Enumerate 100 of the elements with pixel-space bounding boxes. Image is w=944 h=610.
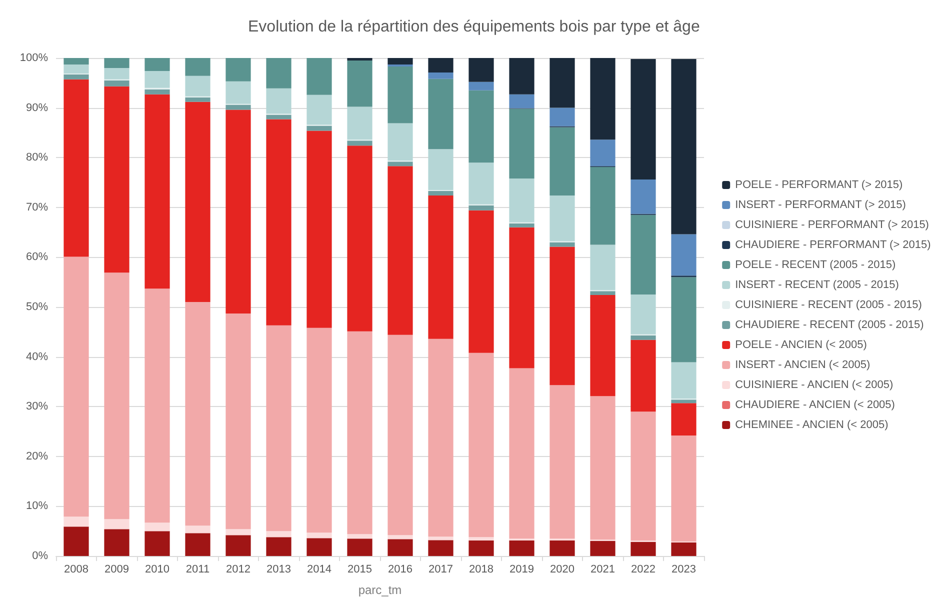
bar — [630, 335, 656, 340]
legend-label: POELE - PERFORMANT (> 2015) — [735, 179, 903, 191]
bar — [64, 79, 89, 257]
x-tick-label: 2008 — [64, 564, 88, 576]
bar — [266, 58, 292, 88]
bar — [64, 256, 89, 517]
bar — [347, 331, 372, 534]
x-tick-label: 2018 — [469, 564, 494, 576]
bar — [468, 210, 494, 353]
x-tick-label: 2013 — [266, 564, 291, 576]
x-tick-label: 2016 — [388, 564, 412, 576]
bar — [388, 539, 413, 556]
bar — [306, 58, 332, 95]
bar — [226, 104, 251, 110]
bar — [509, 223, 534, 228]
legend-label: INSERT - ANCIEN (< 2005) — [735, 359, 870, 371]
y-tick-label: 80% — [26, 152, 48, 164]
bar — [590, 244, 616, 290]
x-tick-label: 2011 — [186, 564, 210, 576]
bar — [104, 86, 130, 273]
x-tick-label: 2010 — [145, 564, 170, 576]
bar — [550, 246, 575, 386]
bar — [671, 58, 696, 234]
y-tick-label: 40% — [26, 350, 48, 363]
bar — [671, 542, 696, 556]
bar — [104, 58, 130, 68]
x-tick-label: 2022 — [631, 564, 656, 576]
bar — [388, 166, 413, 335]
bar — [671, 403, 696, 436]
bar — [104, 272, 130, 520]
chart-title: Evolution de la répartition des équipements bois par type et âge — [248, 18, 700, 36]
legend-label: CUISINIERE - ANCIEN (< 2005) — [735, 379, 894, 391]
y-tick-label: 20% — [26, 450, 48, 462]
bar — [144, 522, 170, 532]
legend-label: INSERT - PERFORMANT (> 2015) — [735, 199, 906, 211]
bar — [509, 540, 534, 556]
bar — [185, 58, 210, 76]
bar — [64, 58, 89, 64]
bar — [630, 58, 656, 180]
bar — [590, 58, 616, 140]
bar — [226, 535, 251, 556]
legend-label: CHAUDIERE - PERFORMANT (> 2015) — [735, 239, 931, 251]
bar — [550, 385, 575, 539]
bar — [347, 146, 372, 332]
bar — [64, 526, 89, 556]
bar — [185, 102, 210, 302]
y-tick-label: 50% — [26, 301, 48, 313]
y-tick-label: 70% — [26, 201, 48, 214]
bar — [226, 313, 251, 530]
bar — [306, 532, 332, 538]
bar — [550, 242, 575, 247]
bar — [590, 396, 616, 540]
legend-label: CHAUDIERE - ANCIEN (< 2005) — [735, 399, 895, 411]
x-tick-label: 2017 — [428, 564, 453, 576]
bar — [266, 119, 292, 326]
bar — [468, 537, 494, 541]
bar — [468, 205, 494, 210]
bar — [550, 108, 575, 126]
bar — [509, 178, 534, 222]
legend-label: POELE - RECENT (2005 - 2015) — [735, 259, 896, 271]
legend-label: POELE - ANCIEN (< 2005) — [735, 339, 867, 351]
bar — [388, 162, 413, 166]
bar — [226, 81, 251, 104]
bar — [590, 140, 616, 166]
bar — [144, 531, 170, 556]
x-axis-title: parc_tm — [358, 583, 402, 597]
x-tick-label: 2009 — [104, 564, 129, 576]
bar — [468, 540, 494, 556]
bar — [428, 58, 454, 72]
bar — [185, 533, 210, 556]
bar — [671, 234, 696, 276]
bar — [509, 58, 534, 94]
bar — [306, 328, 332, 533]
legend-label: CHAUDIERE - RECENT (2005 - 2015) — [735, 319, 924, 331]
bar — [590, 291, 616, 296]
bar — [509, 108, 534, 179]
bar — [590, 541, 616, 556]
bar — [64, 74, 89, 80]
bar — [306, 538, 332, 556]
bar — [104, 529, 130, 556]
bar — [428, 338, 454, 537]
y-tick-label: 100% — [20, 52, 48, 64]
bar — [144, 70, 170, 88]
bar — [428, 149, 454, 190]
bar — [468, 90, 494, 163]
bar — [630, 340, 656, 412]
bar — [468, 58, 494, 82]
bar — [104, 68, 130, 80]
bar — [590, 167, 616, 245]
y-tick-label: 10% — [26, 500, 48, 512]
x-tick-label: 2019 — [510, 564, 534, 576]
bar — [468, 162, 494, 204]
bar — [104, 80, 130, 86]
legend-label: INSERT - RECENT (2005 - 2015) — [735, 279, 899, 291]
bar — [428, 540, 454, 556]
bar — [388, 334, 413, 536]
bar — [428, 536, 454, 540]
bar — [347, 140, 372, 146]
y-tick-label: 30% — [26, 400, 48, 413]
bar — [347, 538, 372, 556]
